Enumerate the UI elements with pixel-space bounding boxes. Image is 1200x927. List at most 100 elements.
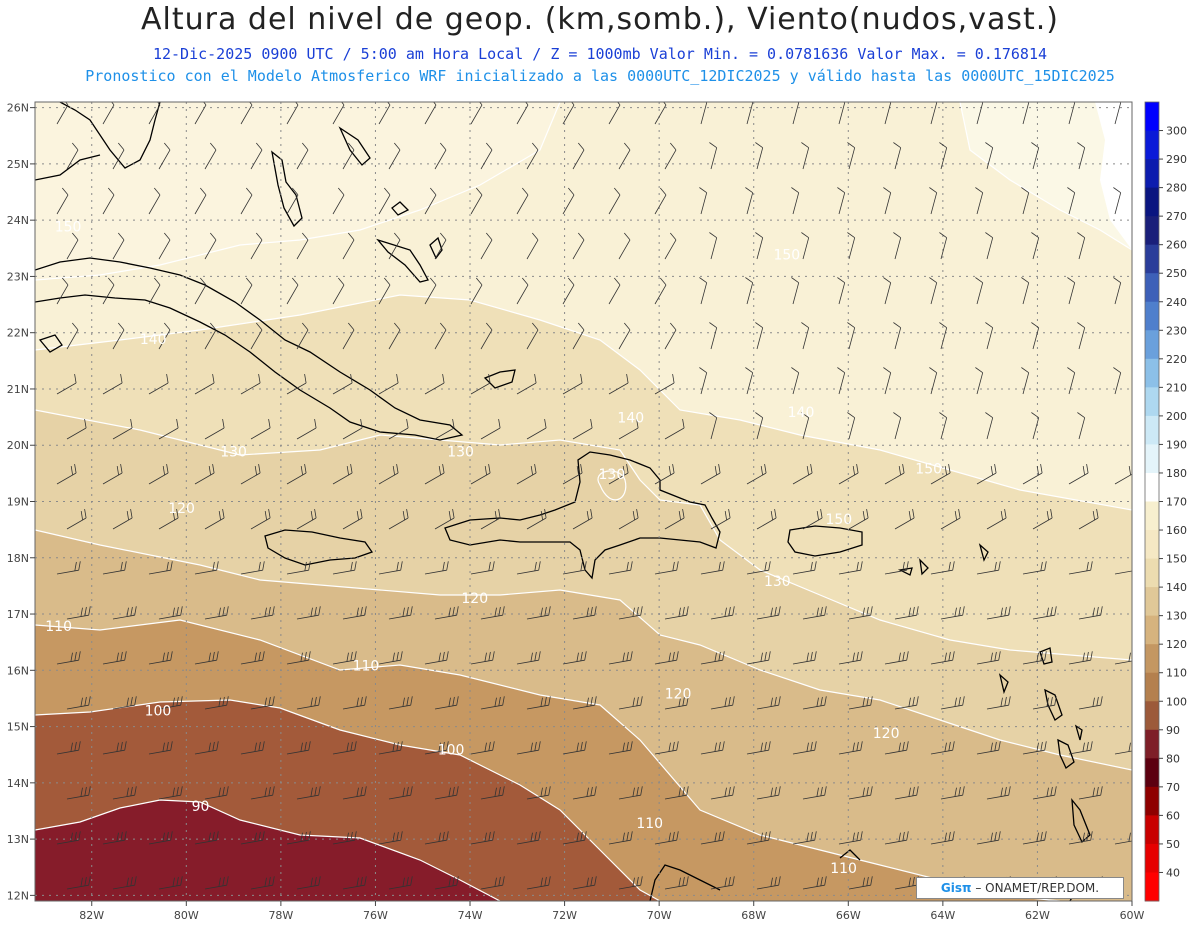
credit-badge: Gisπ – ONAMET/REP.DOM.	[916, 877, 1124, 899]
wind-barb	[388, 696, 413, 710]
wind-barb	[939, 232, 948, 260]
wind-barb	[1068, 561, 1093, 575]
colorbar-label: 250	[1166, 267, 1187, 280]
wind-barb	[700, 561, 725, 575]
lat-tick-label: 23N	[7, 270, 29, 283]
wind-barb	[929, 367, 938, 395]
contour-label: 130	[599, 467, 626, 483]
colorbar-label: 220	[1166, 353, 1187, 366]
wind-barb	[1068, 102, 1076, 125]
wind-barb	[56, 277, 69, 305]
wind-barb	[837, 187, 846, 215]
colorbar-swatch	[1145, 872, 1159, 902]
wind-barb	[66, 786, 91, 800]
wind-barb	[204, 606, 229, 620]
wind-barb	[930, 651, 955, 665]
colorbar-label: 120	[1166, 638, 1187, 651]
wind-barb	[802, 876, 827, 890]
wind-barb	[434, 606, 459, 620]
wind-barb	[746, 464, 767, 485]
lon-tick-label: 66W	[836, 909, 861, 920]
wind-barb	[240, 741, 265, 755]
longitude-axis: 82W 80W 78W 76W 74W 72W 70W 68W 66W 64W 62W 60W	[79, 901, 1145, 922]
contour-label: 130	[220, 444, 247, 460]
wind-barb	[664, 509, 685, 530]
wind-barb	[664, 786, 689, 800]
graticule	[35, 102, 1132, 901]
wind-barb	[388, 142, 401, 170]
wind-barb	[250, 786, 275, 800]
colorbar-label: 160	[1166, 524, 1187, 537]
wind-barb	[709, 412, 718, 440]
wind-barb	[893, 232, 902, 260]
wind-barb	[434, 509, 455, 530]
wind-barb	[112, 419, 133, 440]
wind-barb	[1077, 232, 1086, 260]
wind-barb	[572, 322, 585, 350]
wind-barb	[930, 561, 955, 575]
lat-tick-label: 21N	[7, 383, 29, 396]
wind-barb	[296, 786, 321, 800]
wind-barb	[1021, 277, 1030, 305]
wind-barb	[930, 464, 951, 485]
wind-barb	[838, 561, 863, 575]
colorbar-label: 290	[1166, 153, 1187, 166]
wind-barb	[342, 786, 367, 800]
wind-barb	[792, 102, 800, 125]
colorbar-swatch	[1145, 501, 1159, 531]
wind-barb	[618, 232, 631, 260]
wind-barb	[378, 464, 399, 485]
wind-barb	[618, 142, 631, 170]
wind-barb	[470, 464, 491, 485]
wind-barb	[158, 786, 183, 800]
colorbar-swatch	[1145, 102, 1159, 132]
wind-barb	[526, 232, 539, 260]
lat-tick-label: 18N	[7, 552, 29, 565]
wind-barb	[296, 509, 317, 530]
band-160-plus	[960, 102, 1132, 250]
colorbar-swatch	[1145, 786, 1159, 816]
lat-tick-label: 12N	[7, 889, 29, 902]
wind-barb	[526, 606, 551, 620]
wind-barb	[148, 831, 173, 845]
colorbar-swatch	[1145, 843, 1159, 873]
wind-barb	[664, 232, 677, 260]
wind-barb	[745, 367, 754, 395]
wind-barb	[929, 187, 938, 215]
lon-tick-label: 60W	[1120, 909, 1145, 920]
wind-barb	[848, 876, 873, 890]
wind-barb	[755, 322, 764, 350]
wind-barb	[572, 876, 597, 890]
wind-barb	[608, 831, 633, 845]
wind-barb	[985, 142, 994, 170]
wind-barb	[286, 561, 311, 575]
colorbar-label: 260	[1166, 239, 1187, 252]
wind-barb	[654, 277, 667, 305]
wind-barb	[699, 277, 708, 305]
colorbar-label: 80	[1166, 752, 1180, 765]
wind-barb	[1114, 466, 1132, 485]
wind-barb	[526, 876, 551, 890]
wind-barb	[342, 606, 367, 620]
colorbar-label: 140	[1166, 581, 1187, 594]
colorbar-swatch	[1145, 472, 1159, 502]
wind-barb	[56, 102, 69, 125]
wind-barb	[654, 187, 667, 215]
wind-barb	[1021, 367, 1030, 395]
wind-barb	[158, 696, 183, 710]
wind-barb	[378, 651, 403, 665]
wind-barb	[102, 277, 115, 305]
wind-barb	[847, 232, 856, 260]
wind-barb	[1022, 561, 1047, 575]
wind-barb	[112, 509, 133, 530]
wind-barb	[893, 142, 902, 170]
wind-barb	[847, 412, 856, 440]
contour-label: 100	[438, 743, 465, 759]
wind-barb	[792, 741, 817, 755]
wind-barb	[884, 651, 909, 665]
wind-barb	[56, 374, 77, 395]
wind-barb	[618, 606, 643, 620]
wind-barb	[102, 741, 127, 755]
wind-barb	[654, 831, 679, 845]
wind-barb	[801, 142, 810, 170]
